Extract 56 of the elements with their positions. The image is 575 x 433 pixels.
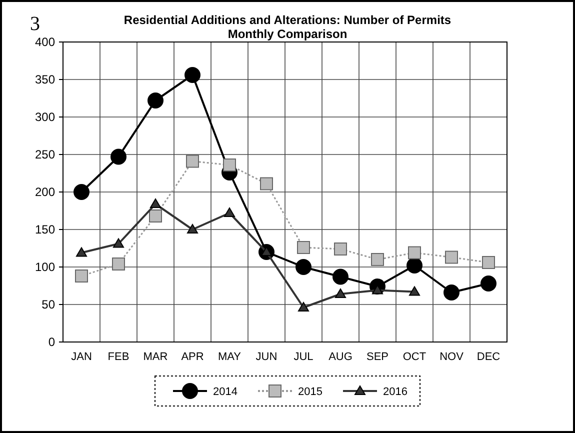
point bbox=[480, 276, 496, 292]
legend-label: 2014 bbox=[213, 386, 238, 398]
point bbox=[260, 177, 273, 190]
point bbox=[187, 224, 198, 234]
point bbox=[75, 270, 88, 282]
x-tick-label: AUG bbox=[328, 351, 352, 363]
y-tick-label: 0 bbox=[48, 335, 56, 350]
point bbox=[298, 302, 309, 312]
y-tick-label: 300 bbox=[34, 110, 56, 124]
point bbox=[297, 241, 310, 254]
x-tick-label: MAY bbox=[218, 351, 242, 363]
point bbox=[148, 92, 164, 108]
x-tick-label: JUL bbox=[294, 351, 314, 363]
point bbox=[113, 238, 124, 248]
point bbox=[334, 242, 347, 256]
point bbox=[184, 67, 200, 83]
point bbox=[110, 148, 126, 165]
point bbox=[445, 250, 458, 264]
point bbox=[296, 259, 312, 275]
x-tick-label: FEB bbox=[108, 351, 130, 363]
y-tick-label: 400 bbox=[34, 35, 56, 50]
point bbox=[371, 253, 384, 266]
chart-title: Residential Additions and Alterations: Number of Permits bbox=[124, 13, 452, 27]
y-tick-label: 350 bbox=[34, 72, 56, 87]
legend-label: 2015 bbox=[298, 386, 322, 398]
y-tick-label: 150 bbox=[34, 222, 56, 237]
point bbox=[444, 284, 460, 300]
text: 3 bbox=[30, 13, 40, 35]
point bbox=[74, 184, 90, 200]
point bbox=[149, 210, 162, 222]
point bbox=[223, 158, 236, 172]
point bbox=[406, 258, 422, 274]
legend-label: 2016 bbox=[383, 386, 408, 398]
x-tick-label: NOV bbox=[440, 351, 464, 363]
x-tick-label: APR bbox=[181, 351, 204, 363]
x-tick-label: MAR bbox=[143, 351, 168, 363]
y-tick-label: 250 bbox=[34, 148, 56, 162]
x-tick-label: JUN bbox=[256, 351, 278, 363]
y-tick-label: 50 bbox=[42, 298, 56, 312]
point bbox=[482, 256, 495, 269]
point bbox=[150, 198, 161, 208]
y-tick-label: 100 bbox=[34, 260, 56, 274]
point bbox=[335, 288, 346, 298]
point bbox=[76, 247, 87, 257]
x-tick-label: JAN bbox=[71, 351, 92, 363]
point bbox=[186, 154, 199, 168]
point bbox=[112, 258, 125, 270]
point bbox=[224, 208, 235, 217]
y-tick-label: 200 bbox=[34, 185, 56, 200]
chart-subtitle: Monthly Comparison bbox=[228, 27, 348, 41]
x-tick-label: SEP bbox=[366, 351, 389, 363]
point bbox=[332, 268, 348, 285]
x-tick-label: DEC bbox=[476, 351, 500, 363]
x-tick-label: OCT bbox=[402, 351, 426, 363]
point bbox=[409, 286, 420, 296]
point bbox=[408, 246, 421, 260]
